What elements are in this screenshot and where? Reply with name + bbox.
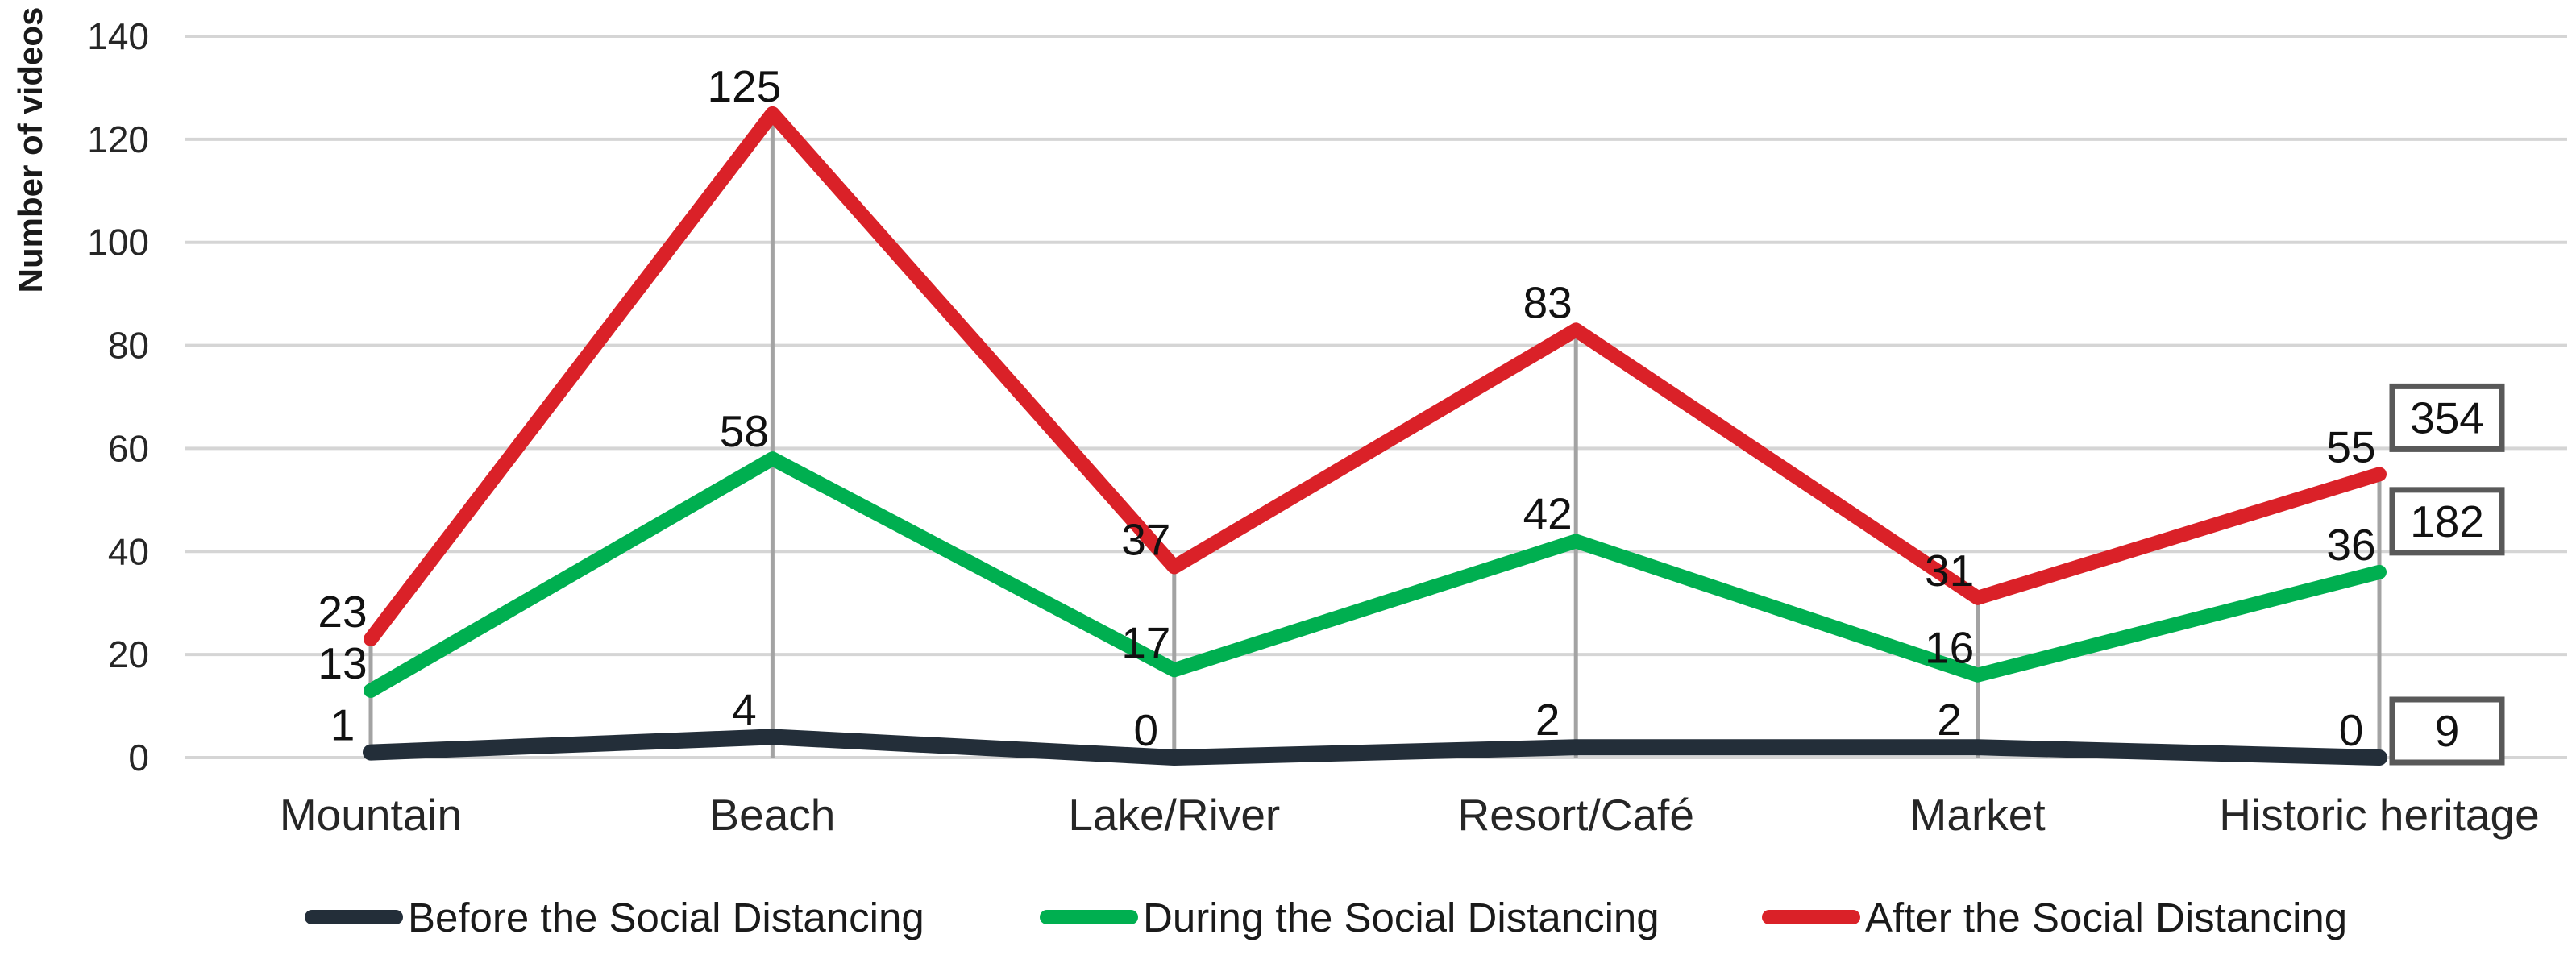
legend-label: After the Social Distancing [1865, 894, 2348, 940]
data-label-during-the-social-distancing: 36 [2326, 520, 2375, 570]
data-label-before-the-social-distancing: 0 [1134, 705, 1159, 755]
legend-item-before-the-social-distancing: Before the Social Distancing [305, 891, 924, 943]
legend-item-after-the-social-distancing: After the Social Distancing [1762, 891, 2347, 943]
data-label-before-the-social-distancing: 2 [1535, 695, 1560, 745]
total-box-value-before-the-social-distancing: 9 [2435, 706, 2460, 756]
data-label-after-the-social-distancing: 55 [2326, 421, 2375, 471]
category-label: Mountain [280, 790, 462, 840]
total-box-value-after-the-social-distancing: 354 [2410, 392, 2484, 442]
y-tick-label: 60 [108, 427, 149, 469]
data-label-after-the-social-distancing: 31 [1925, 546, 1974, 596]
y-tick-label: 80 [108, 325, 149, 367]
data-label-after-the-social-distancing: 23 [318, 587, 367, 637]
category-label: Resort/Café [1457, 790, 1693, 840]
data-label-before-the-social-distancing: 4 [732, 684, 757, 734]
total-box-after-the-social-distancing [2389, 383, 2505, 452]
data-label-before-the-social-distancing: 0 [2339, 705, 2364, 755]
data-label-during-the-social-distancing: 16 [1925, 623, 1974, 673]
y-axis-title: Number of videos [11, 6, 49, 293]
data-label-before-the-social-distancing: 1 [330, 700, 355, 750]
data-label-during-the-social-distancing: 13 [318, 638, 367, 688]
data-label-during-the-social-distancing: 42 [1523, 489, 1573, 539]
data-label-after-the-social-distancing: 83 [1523, 277, 1573, 327]
category-label: Beach [709, 790, 835, 840]
category-label: Market [1910, 790, 2046, 840]
legend-swatch-after-the-social-distancing [1762, 910, 1860, 924]
data-label-during-the-social-distancing: 58 [720, 406, 769, 456]
category-label: Lake/River [1068, 790, 1280, 840]
y-tick-label: 0 [128, 737, 149, 779]
data-label-after-the-social-distancing: 37 [1121, 514, 1170, 564]
legend-swatch-during-the-social-distancing [1040, 910, 1138, 924]
series-line-during-the-social-distancing [364, 451, 2387, 698]
total-box-before-the-social-distancing [2389, 696, 2505, 766]
total-box-during-the-social-distancing [2389, 487, 2505, 556]
legend-swatch-before-the-social-distancing [305, 910, 403, 924]
y-tick-label: 100 [87, 222, 149, 264]
legend-label: During the Social Distancing [1143, 894, 1660, 940]
y-tick-label: 40 [108, 530, 149, 572]
legend-item-during-the-social-distancing: During the Social Distancing [1040, 891, 1660, 943]
total-box-value-during-the-social-distancing: 182 [2410, 496, 2484, 546]
category-label: Historic heritage [2219, 790, 2539, 840]
y-tick-label: 140 [87, 15, 149, 57]
data-label-after-the-social-distancing: 125 [708, 61, 782, 111]
y-tick-label: 120 [87, 118, 149, 160]
series-line-after-the-social-distancing [364, 106, 2387, 646]
series-line-before-the-social-distancing [363, 729, 2387, 766]
y-tick-label: 20 [108, 633, 149, 675]
data-label-before-the-social-distancing: 2 [1937, 695, 1962, 745]
legend-label: Before the Social Distancing [408, 894, 924, 940]
data-label-during-the-social-distancing: 17 [1121, 617, 1170, 667]
